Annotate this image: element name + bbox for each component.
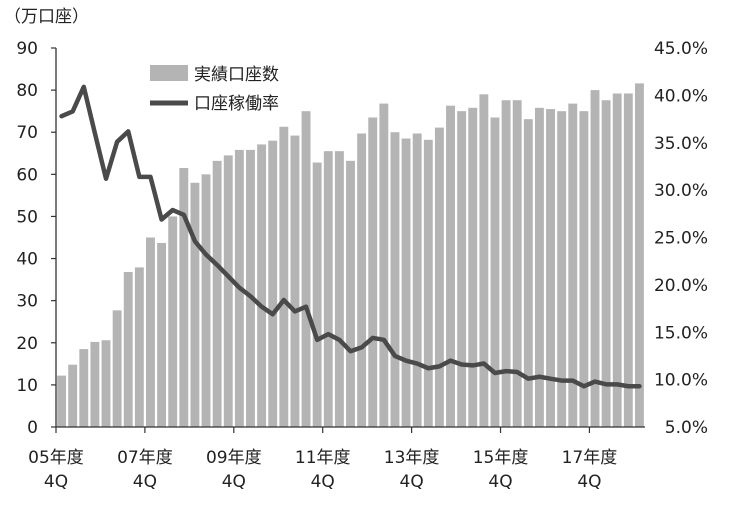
bar (79, 349, 89, 427)
left-tick-label: 10 (16, 376, 38, 396)
bar (557, 111, 567, 428)
right-tick-label: 15.0% (654, 323, 708, 343)
axes (55, 48, 645, 428)
x-tick-label-year: 07年度 (117, 448, 173, 468)
bar (257, 144, 267, 427)
x-tick-label-quarter: 4Q (577, 472, 601, 492)
x-tick-label-year: 05年度 (28, 448, 84, 468)
x-tick-label-quarter: 4Q (400, 472, 424, 492)
bar (479, 94, 489, 427)
bar (401, 138, 411, 428)
bar (168, 216, 178, 427)
x-tick-label-year: 17年度 (562, 448, 618, 468)
legend-bar-label: 実績口座数 (194, 65, 279, 85)
bar (568, 103, 578, 427)
x-tick-label-quarter: 4Q (488, 472, 512, 492)
x-tick-label-quarter: 4Q (133, 472, 157, 492)
left-tick-label: 80 (16, 81, 38, 101)
right-tick-label: 10.0% (654, 371, 708, 391)
bar (123, 272, 133, 427)
bar (57, 375, 66, 427)
bar (90, 341, 100, 427)
bar (434, 127, 444, 427)
left-tick-label: 40 (16, 250, 38, 270)
legend: 実績口座数 口座稼働率 (150, 65, 279, 114)
bar (146, 237, 155, 427)
right-tick-label: 45.0% (654, 39, 708, 59)
bar (212, 160, 222, 428)
x-tick-label-quarter: 4Q (44, 472, 68, 492)
bar (246, 149, 255, 427)
bar (390, 132, 400, 427)
left-tick-label: 90 (16, 39, 38, 59)
bar (312, 162, 322, 428)
right-tick-label: 35.0% (654, 134, 708, 154)
right-tick-label: 5.0% (665, 418, 708, 438)
bar (490, 117, 500, 427)
bar (134, 267, 144, 427)
bar (612, 93, 622, 427)
right-tick-label: 30.0% (654, 181, 708, 201)
bar (601, 100, 611, 427)
left-tick-label: 30 (16, 292, 38, 312)
bar (190, 182, 200, 427)
right-axis-ticks: 5.0% 10.0% 15.0% 20.0% 25.0% 30.0% 35.0% 40.0% 4… (654, 39, 708, 438)
x-tick-label-year: 13年度 (384, 448, 440, 468)
left-tick-label: 70 (16, 123, 38, 143)
bar (468, 107, 478, 428)
bar (623, 93, 633, 427)
bar (68, 364, 78, 427)
bar (635, 83, 644, 428)
rate-line (59, 84, 642, 389)
left-axis-ticks: 0 10 20 30 40 50 60 70 80 90 (16, 39, 56, 438)
legend-bar-swatch (150, 65, 188, 81)
right-tick-label: 40.0% (654, 86, 708, 106)
x-tick-label-year: 11年度 (295, 448, 351, 468)
x-tick-label-quarter: 4Q (222, 472, 246, 492)
bar (323, 151, 333, 428)
bar (268, 140, 278, 427)
bar (590, 90, 600, 428)
bar (379, 103, 389, 427)
bar (334, 151, 344, 428)
bar (512, 100, 522, 427)
right-tick-label: 25.0% (654, 229, 708, 249)
left-tick-label: 60 (16, 165, 38, 185)
bar (346, 160, 355, 428)
bar (501, 100, 511, 427)
legend-line-label: 口座稼働率 (194, 94, 279, 114)
bar (279, 126, 289, 427)
bar (457, 111, 467, 428)
x-tick-label-year: 15年度 (473, 448, 529, 468)
bar (101, 340, 111, 427)
bar (412, 133, 422, 428)
x-tick-label-year: 09年度 (206, 448, 262, 468)
bar (290, 135, 300, 427)
bar (223, 155, 233, 427)
bar (357, 133, 367, 428)
bar-series (57, 83, 644, 428)
left-tick-label: 50 (16, 207, 38, 227)
bar (579, 111, 589, 428)
x-tick-label-quarter: 4Q (311, 472, 335, 492)
bar (523, 119, 533, 428)
bar (546, 109, 555, 427)
bar (423, 139, 433, 428)
left-tick-label: 0 (27, 418, 38, 438)
x-axis-ticks: 05年度 4Q 07年度 4Q 09年度 4Q 11年度 4Q 13年度 4Q 15年度 4Q 17年度… (28, 427, 617, 492)
bar (446, 105, 455, 427)
bar (179, 168, 189, 427)
bar (368, 117, 378, 427)
left-axis-unit: （万口座） (4, 7, 89, 27)
bar (201, 174, 211, 427)
bar (301, 111, 311, 428)
bar (157, 242, 167, 427)
bar (112, 310, 122, 427)
left-tick-label: 20 (16, 334, 38, 354)
bar (534, 107, 544, 428)
right-tick-label: 20.0% (654, 276, 708, 296)
line-series (59, 84, 642, 389)
